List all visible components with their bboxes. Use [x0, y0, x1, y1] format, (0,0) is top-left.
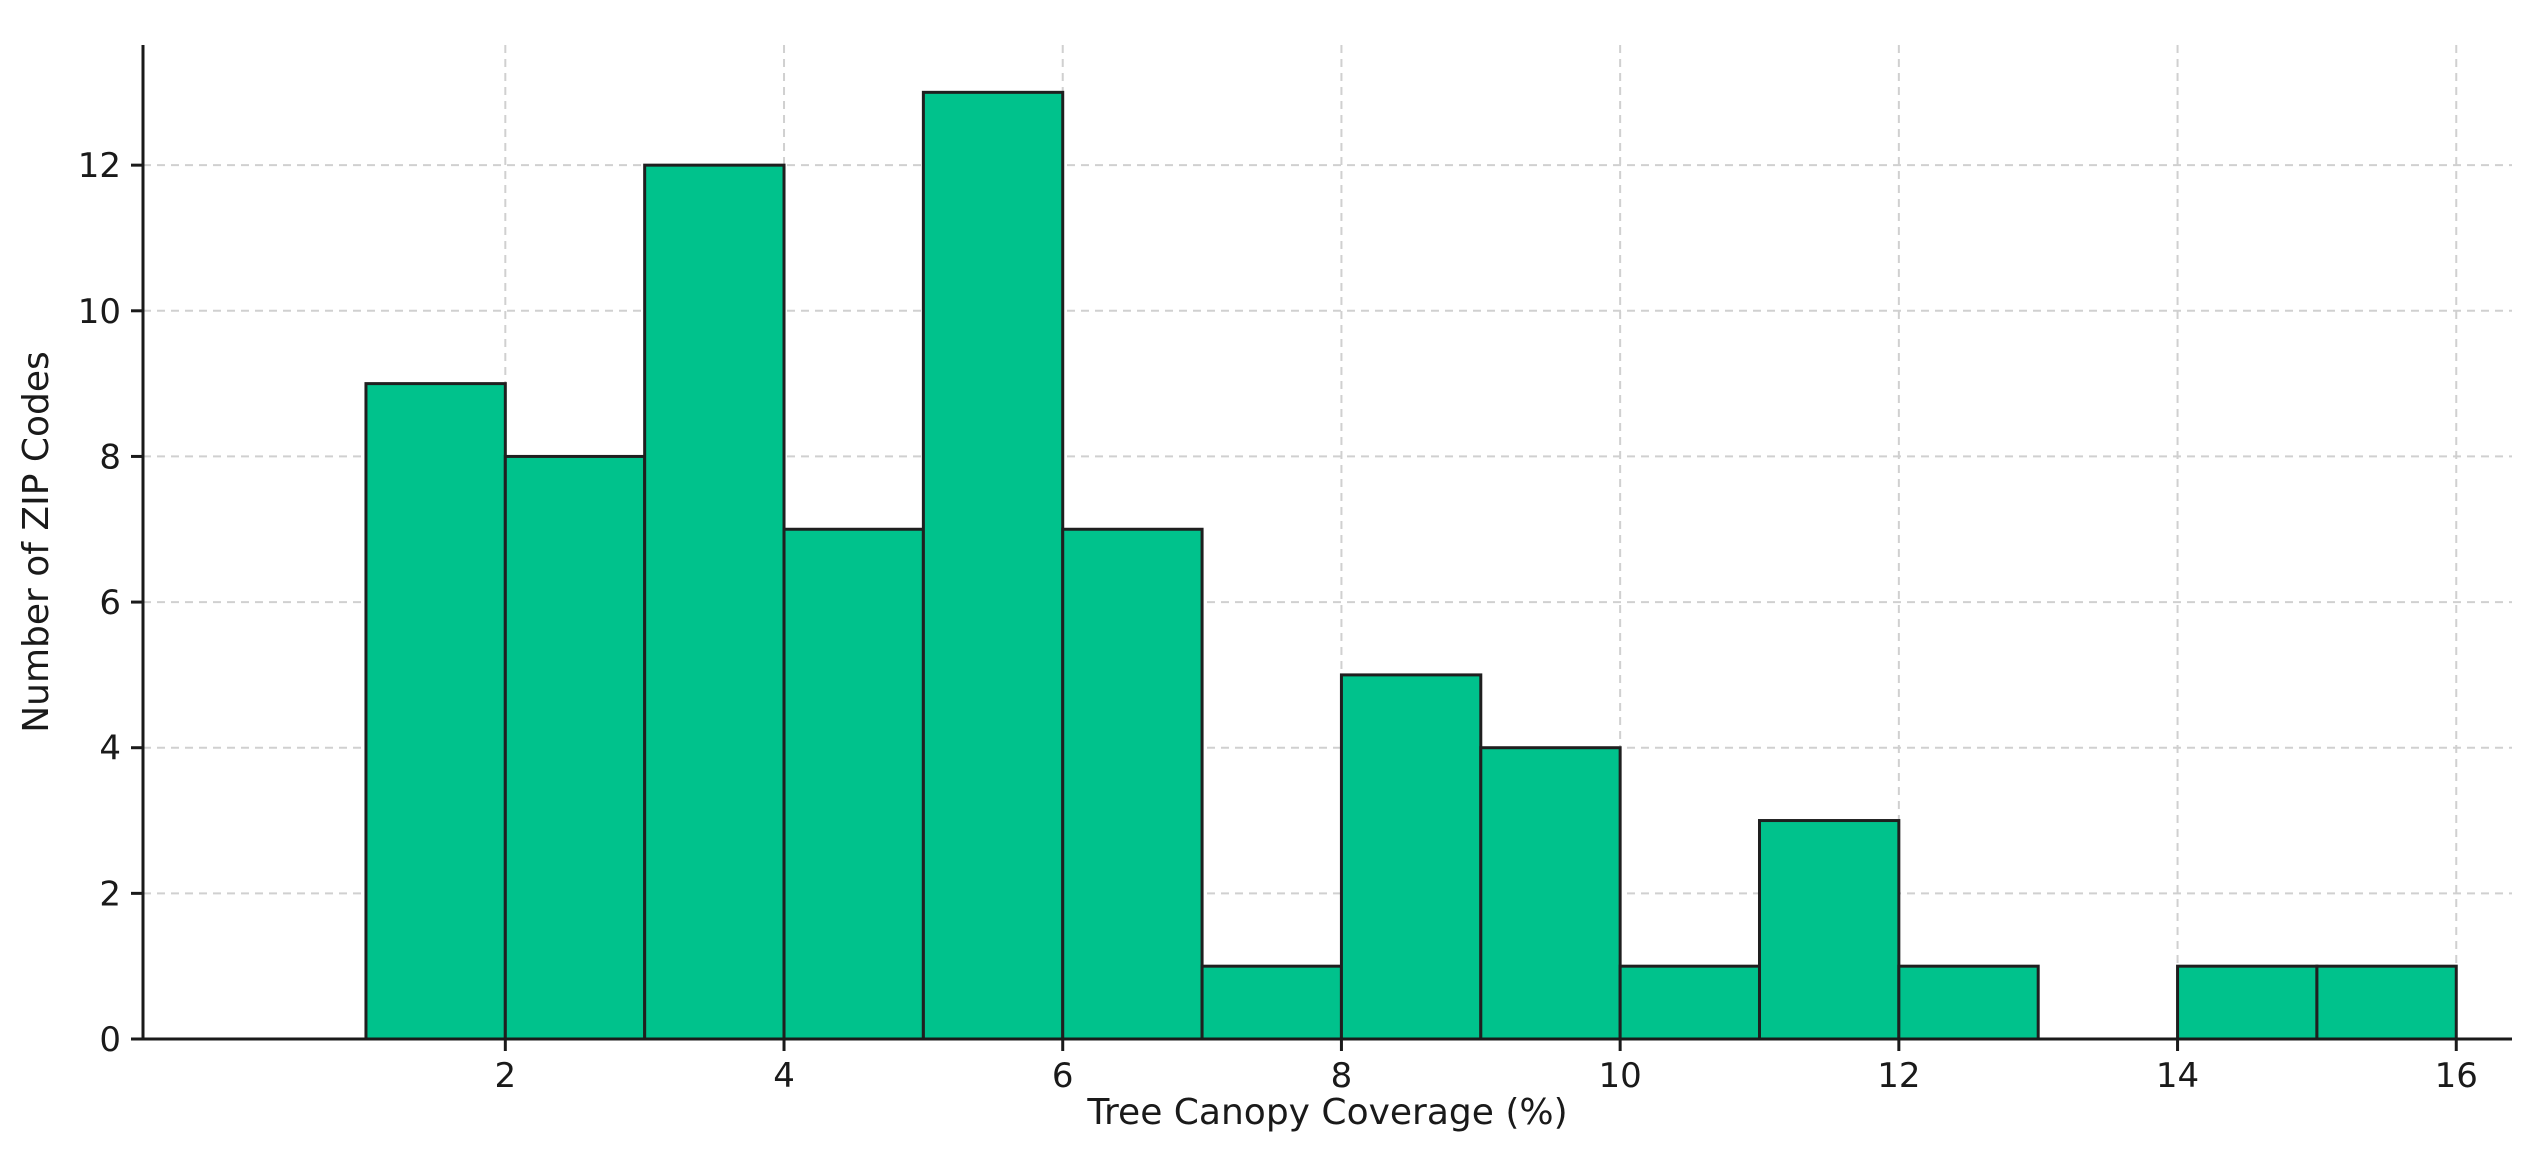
histogram-bar: [1200, 964, 1343, 1041]
histogram-bar: [364, 382, 507, 1041]
x-axis-ticks: 2 4 6 8 10 12 14 16: [494, 1039, 2478, 1096]
histogram-bar: [2315, 964, 2458, 1041]
x-tick-label: 6: [1052, 1056, 1074, 1096]
axes: [141, 45, 2512, 1041]
x-tick-label: 14: [2156, 1056, 2199, 1096]
x-axis-title: Tree Canopy Coverage (%): [1086, 1092, 1567, 1133]
y-tick-label: 2: [99, 874, 121, 914]
y-tick-label: 4: [99, 729, 121, 769]
x-tick-label: 2: [494, 1056, 516, 1096]
histogram-bar: [643, 163, 786, 1041]
histogram-bar: [1339, 673, 1483, 1041]
histogram-bar: [1061, 527, 1204, 1041]
x-tick-label: 8: [1331, 1056, 1353, 1096]
x-tick-label: 4: [773, 1056, 795, 1096]
histogram-bar: [1618, 964, 1761, 1041]
histogram-bar: [503, 454, 647, 1041]
histogram-bar: [921, 90, 1065, 1041]
x-tick-label: 10: [1599, 1056, 1642, 1096]
histogram-bar: [1897, 964, 2040, 1041]
y-axis-ticks: 0 2 4 6 8 10 12: [78, 146, 143, 1060]
y-tick-label: 0: [99, 1020, 121, 1060]
x-tick-label: 16: [2435, 1056, 2478, 1096]
y-tick-label: 12: [78, 146, 121, 186]
x-tick-label: 12: [1877, 1056, 1920, 1096]
bars: [364, 90, 2458, 1041]
y-tick-label: 10: [78, 292, 121, 332]
y-tick-label: 6: [99, 583, 121, 623]
histogram-bar: [2176, 964, 2319, 1041]
histogram-bar: [1479, 746, 1622, 1041]
histogram-bar: [1757, 819, 1901, 1041]
y-tick-label: 8: [99, 437, 121, 477]
y-axis-title: Number of ZIP Codes: [16, 351, 57, 733]
histogram-bar: [782, 527, 925, 1041]
